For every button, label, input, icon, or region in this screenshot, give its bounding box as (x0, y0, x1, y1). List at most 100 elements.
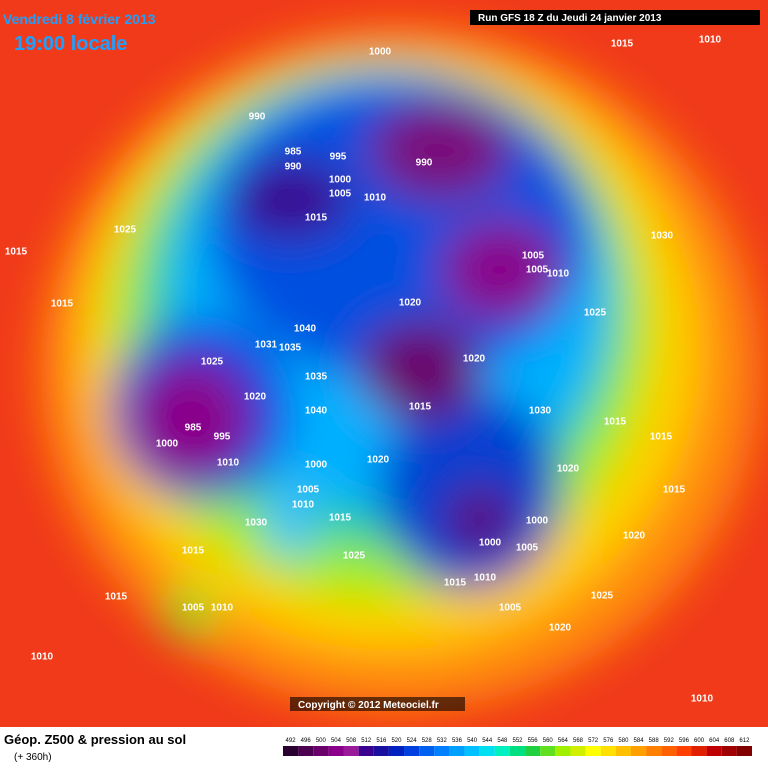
colorbar-label: 572 (588, 738, 599, 744)
isobar-label: 1040 (305, 406, 328, 417)
colorbar-label: 500 (316, 738, 327, 744)
isobar-label: 1015 (182, 546, 205, 557)
isobar-label: 1025 (343, 551, 366, 562)
isobar-label: 990 (285, 162, 302, 173)
colorbar-label: 596 (679, 738, 690, 744)
colorbar-label: 564 (558, 738, 569, 744)
colorbar-swatch (615, 746, 631, 756)
isobar-label: 1010 (292, 500, 315, 511)
isobar-label: 1010 (364, 193, 387, 204)
colorbar-label: 612 (739, 738, 750, 744)
isobar-label: 1020 (367, 455, 390, 466)
colorbar-swatch (691, 746, 707, 756)
isobar-label: 1005 (329, 189, 352, 200)
isobar-label: 985 (285, 147, 302, 158)
colorbar-swatch (630, 746, 647, 756)
run-info: Run GFS 18 Z du Jeudi 24 janvier 2013 (478, 13, 662, 24)
colorbar-swatch (328, 746, 344, 756)
date: Vendredi 8 février 2013 (3, 11, 156, 27)
isobar-label: 995 (214, 432, 231, 443)
colorbar-swatch (283, 746, 299, 756)
isobar-label: 1015 (329, 513, 352, 524)
colorbar-label: 492 (286, 738, 297, 744)
isobar-label: 1020 (557, 464, 580, 475)
isobar-label: 1000 (305, 460, 328, 471)
colorbar-label: 608 (724, 738, 735, 744)
isobar-label: 1025 (114, 225, 137, 236)
isobar-label: 1040 (294, 324, 317, 335)
isobar-label: 1015 (444, 578, 467, 589)
colorbar-label: 532 (437, 738, 448, 744)
colorbar-label: 504 (331, 738, 342, 744)
isobar-label: 1005 (182, 603, 205, 614)
isobar-label: 1035 (279, 343, 302, 354)
isobar-label: 1015 (650, 432, 673, 443)
colorbar-swatch (555, 746, 571, 756)
isobar-label: 1015 (105, 592, 128, 603)
isobar-label: 1015 (604, 417, 627, 428)
colorbar-label: 576 (603, 738, 614, 744)
colorbar-label: 568 (573, 738, 584, 744)
footer-subtitle: (+ 360h) (14, 752, 52, 763)
isobar-label: 1031 (255, 340, 278, 351)
isobar-label: 1015 (5, 247, 28, 258)
colorbar-label: 556 (528, 738, 539, 744)
copyright-box (290, 697, 465, 711)
isobar-label: 1000 (329, 175, 352, 186)
colorbar-label: 560 (543, 738, 554, 744)
colorbar-label: 604 (709, 738, 720, 744)
isobar-label: 1035 (305, 372, 328, 383)
colorbar-swatch (479, 746, 495, 756)
isobar-label: 1010 (474, 573, 497, 584)
colorbar-swatch (464, 746, 480, 756)
isobar-label: 1020 (623, 531, 646, 542)
isobar-label: 1020 (549, 623, 572, 634)
colorbar-swatch (661, 746, 677, 756)
isobar-label: 1010 (691, 694, 714, 705)
isobar-label: 1030 (245, 518, 268, 529)
isobar-label: 1015 (51, 299, 74, 310)
colorbar-swatch (449, 746, 465, 756)
isobar-label: 1025 (201, 357, 224, 368)
colorbar-label: 536 (452, 738, 463, 744)
colorbar-swatch (646, 746, 662, 756)
colorbar-label: 584 (634, 738, 645, 744)
isobar-label: 995 (330, 152, 347, 163)
colorbar-label: 496 (301, 738, 312, 744)
colorbar-label: 528 (422, 738, 433, 744)
isobar-label: 1005 (522, 251, 545, 262)
isobar-label: 1020 (399, 298, 422, 309)
isobar-label: 1010 (217, 458, 240, 469)
colorbar: 492 496 500 504 508 512 516 520 524 528 532 536 540 5… (283, 738, 752, 756)
colorbar-swatch (736, 746, 752, 756)
colorbar-swatch (494, 746, 510, 756)
isobar-label: 990 (416, 158, 433, 169)
colorbar-swatch (388, 746, 405, 756)
colorbar-swatch (676, 746, 692, 756)
isobar-label: 1010 (547, 269, 570, 280)
colorbar-label: 524 (407, 738, 418, 744)
isobar-label: 1025 (584, 308, 607, 319)
run-box (470, 10, 760, 25)
isobar-label: 1005 (297, 485, 320, 496)
isobar-label: 1030 (651, 231, 674, 242)
colorbar-label: 516 (376, 738, 387, 744)
isobar-label: 1010 (211, 603, 234, 614)
isobar-label: 1010 (31, 652, 54, 663)
isobar-label: 1020 (463, 354, 486, 365)
isobar-label: 1010 (699, 35, 722, 46)
colorbar-swatch (525, 746, 541, 756)
footer-title: Géop. Z500 & pression au sol (4, 732, 186, 747)
colorbar-swatch (404, 746, 420, 756)
colorbar-label: 588 (649, 738, 660, 744)
isobar-label: 1015 (409, 402, 432, 413)
isobar-label: 1025 (591, 591, 614, 602)
colorbar-swatch (721, 746, 737, 756)
colorbar-label: 540 (467, 738, 478, 744)
colorbar-label: 548 (497, 738, 508, 744)
colorbar-label: 520 (391, 738, 402, 744)
colorbar-swatch (509, 746, 526, 756)
isobar-label: 1005 (499, 603, 522, 614)
isobar-label: 1015 (611, 39, 634, 50)
